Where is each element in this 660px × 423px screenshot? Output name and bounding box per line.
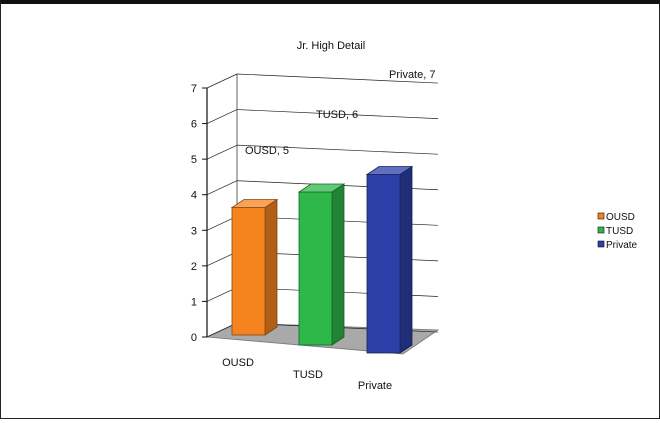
legend-label: OUSD <box>606 212 635 223</box>
legend-swatch <box>597 240 605 248</box>
legend-swatch <box>597 212 605 220</box>
y-tick-label: 2 <box>191 261 197 273</box>
bar-chart: 0 1 2 3 4 5 6 7 OUSD, 5 OUSD TUSD, 6 TUSD Private, … <box>191 40 638 392</box>
bar-private <box>365 165 414 354</box>
bar-side <box>331 183 345 346</box>
x-category-label: OUSD <box>222 357 254 369</box>
gridline-depth <box>206 73 238 89</box>
x-category-label: TUSD <box>293 369 323 381</box>
gridline <box>236 144 439 155</box>
data-label: OUSD, 5 <box>245 145 289 157</box>
data-label: TUSD, 6 <box>316 109 358 121</box>
gridline-depth <box>206 144 238 160</box>
y-tick-label: 5 <box>191 154 197 166</box>
bar-top <box>297 183 346 193</box>
bar-series: OUSD, 5 OUSD TUSD, 6 TUSD Private, 7 Private <box>222 69 435 392</box>
bar-front <box>366 174 401 354</box>
chart-legend: OUSD TUSD Private <box>597 212 638 251</box>
y-axis: 0 1 2 3 4 5 6 7 <box>191 83 208 344</box>
bar-front <box>298 191 333 346</box>
bar-ousd <box>230 198 279 336</box>
bar-tusd <box>297 183 346 346</box>
x-category-label: Private <box>358 380 392 392</box>
y-tick-label: 6 <box>191 119 197 131</box>
gridline <box>236 109 439 119</box>
bar-front <box>231 207 266 336</box>
y-tick-label: 0 <box>191 332 197 344</box>
gridline-depth <box>206 180 238 196</box>
chart-title: Jr. High Detail <box>297 40 365 52</box>
legend-swatch <box>597 226 605 234</box>
gridline <box>236 73 439 84</box>
bar-side <box>264 198 278 336</box>
bar-side <box>399 165 413 354</box>
data-label: Private, 7 <box>389 69 435 81</box>
y-tick-label: 3 <box>191 225 197 237</box>
y-tick-label: 1 <box>191 296 197 308</box>
legend-label: Private <box>606 240 638 251</box>
bar-top <box>365 166 414 175</box>
y-tick-label: 4 <box>191 190 197 202</box>
legend-label: TUSD <box>606 226 633 237</box>
gridline-depth <box>206 109 238 124</box>
bar-top <box>230 199 279 208</box>
y-tick-label: 7 <box>191 83 197 95</box>
